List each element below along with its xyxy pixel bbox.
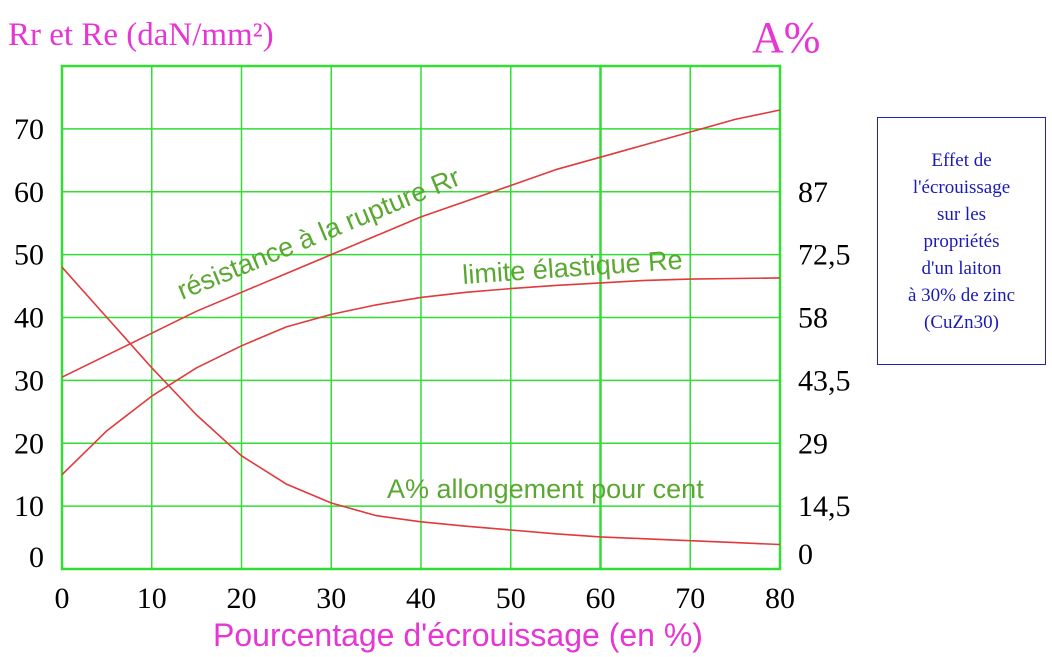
series-line xyxy=(61,109,781,378)
x-axis-ticks: 0 10 20 30 40 50 60 70 80 xyxy=(55,582,796,615)
note-text: Effet de l'écrouissage sur les propriété… xyxy=(907,149,1016,333)
y2-tick-label: 43,5 xyxy=(798,364,851,397)
y-axis-ticks: 0 10 20 30 40 50 60 70 xyxy=(14,113,44,574)
x-tick-label: 10 xyxy=(137,582,167,615)
y2-axis-title: A% xyxy=(752,13,820,62)
series-line xyxy=(61,266,781,546)
y2-tick-label: 14,5 xyxy=(798,490,851,523)
y2-axis-ticks: 0 14,5 29 43,5 58 72,5 87 xyxy=(798,176,851,571)
curve-label: limite élastique Re xyxy=(461,245,683,290)
x-tick-label: 80 xyxy=(765,582,795,615)
note-box: Effet de l'écrouissage sur les propriété… xyxy=(877,117,1046,365)
x-tick-label: 70 xyxy=(675,582,705,615)
y-tick-label: 40 xyxy=(14,302,44,335)
x-tick-label: 40 xyxy=(406,582,436,615)
y2-tick-label: 0 xyxy=(798,538,813,571)
y-tick-label: 20 xyxy=(14,427,44,460)
y2-tick-label: 72,5 xyxy=(798,239,851,272)
y-tick-label: 0 xyxy=(29,541,44,574)
x-tick-label: 20 xyxy=(227,582,257,615)
x-tick-label: 60 xyxy=(586,582,616,615)
series xyxy=(61,109,781,546)
y-axis-title: Rr et Re (daN/mm²) xyxy=(8,17,274,53)
curve-label: A% allongement pour cent xyxy=(387,474,704,504)
y2-tick-label: 29 xyxy=(798,427,828,460)
series-line xyxy=(61,277,781,476)
x-axis-title: Pourcentage d'écrouissage (en %) xyxy=(213,617,703,653)
y-tick-label: 10 xyxy=(14,490,44,523)
y-tick-label: 30 xyxy=(14,364,44,397)
y-tick-label: 60 xyxy=(14,176,44,209)
y2-tick-label: 87 xyxy=(798,176,828,209)
grid xyxy=(60,64,782,571)
y-tick-label: 50 xyxy=(14,239,44,272)
x-tick-label: 50 xyxy=(496,582,526,615)
y-tick-label: 70 xyxy=(14,113,44,146)
y2-tick-label: 58 xyxy=(798,302,828,335)
x-tick-label: 30 xyxy=(316,582,346,615)
x-tick-label: 0 xyxy=(55,582,70,615)
